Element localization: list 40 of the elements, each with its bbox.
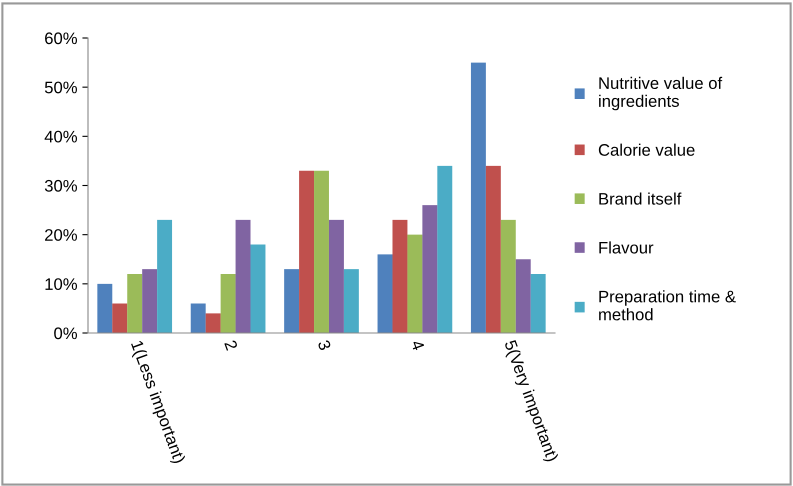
y-tick-label: 20% — [45, 229, 77, 241]
y-tick-label: 40% — [44, 130, 77, 143]
legend-label: Nutritive value of ingredients — [599, 76, 722, 110]
bar — [157, 220, 172, 333]
bar — [328, 220, 344, 333]
bar — [500, 220, 516, 333]
bar — [378, 254, 392, 333]
bar — [486, 166, 501, 333]
bar — [470, 62, 486, 333]
x-tick-label: 4 — [410, 339, 425, 352]
bar — [516, 259, 531, 333]
bar — [422, 205, 438, 333]
bar — [344, 269, 359, 333]
bar — [206, 313, 221, 333]
y-tick-label: 10% — [45, 278, 77, 290]
bar — [437, 166, 452, 333]
legend-label: Flavour — [599, 241, 654, 254]
bar — [314, 170, 329, 333]
bar — [392, 220, 408, 333]
bar — [407, 234, 422, 333]
y-tick-label: 60% — [45, 32, 77, 44]
bar — [220, 274, 236, 333]
bar — [142, 269, 158, 333]
bar — [190, 304, 206, 333]
y-tick-label: 30% — [44, 180, 77, 192]
bar — [284, 269, 300, 333]
y-tick-label: 50% — [44, 82, 77, 94]
bar — [299, 170, 314, 333]
bar — [236, 220, 251, 333]
bar — [127, 274, 142, 333]
bar — [250, 244, 266, 333]
bar — [530, 274, 546, 333]
x-tick-label: 3 — [318, 339, 332, 351]
x-tick-label: 2 — [224, 340, 238, 351]
bar — [112, 304, 128, 333]
y-tick-label: 0% — [54, 327, 77, 340]
legend-label: Brand itself — [599, 192, 682, 205]
legend-label: Preparation time & method — [599, 290, 736, 320]
legend-label: Calorie value — [598, 144, 695, 156]
bar — [97, 284, 112, 333]
